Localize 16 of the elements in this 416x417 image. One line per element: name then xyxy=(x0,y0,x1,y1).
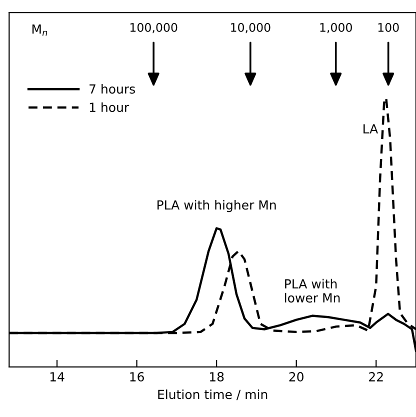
x-tick-label: 14 xyxy=(50,372,64,382)
text: 100 xyxy=(378,22,399,32)
text: 1,000 xyxy=(320,22,352,34)
text: 100,000 xyxy=(130,22,178,34)
text: 10,000 xyxy=(231,22,270,34)
legend-label: 1 hour xyxy=(90,102,130,112)
x-tick-label: 20 xyxy=(289,372,304,382)
x-tick-label: 22 xyxy=(369,372,383,382)
annotation: PLA with higher Mn xyxy=(158,200,276,212)
legend-label: 7 hours xyxy=(90,84,135,94)
x-tick-label: 16 xyxy=(130,372,144,382)
x-tick-label: 18 xyxy=(210,372,224,382)
x-axis-title: Elution time / min xyxy=(158,389,268,400)
annotation: LA xyxy=(364,124,378,134)
text: M$_{n}$ xyxy=(32,24,48,36)
annotation: PLA with lower Mn xyxy=(285,278,340,303)
